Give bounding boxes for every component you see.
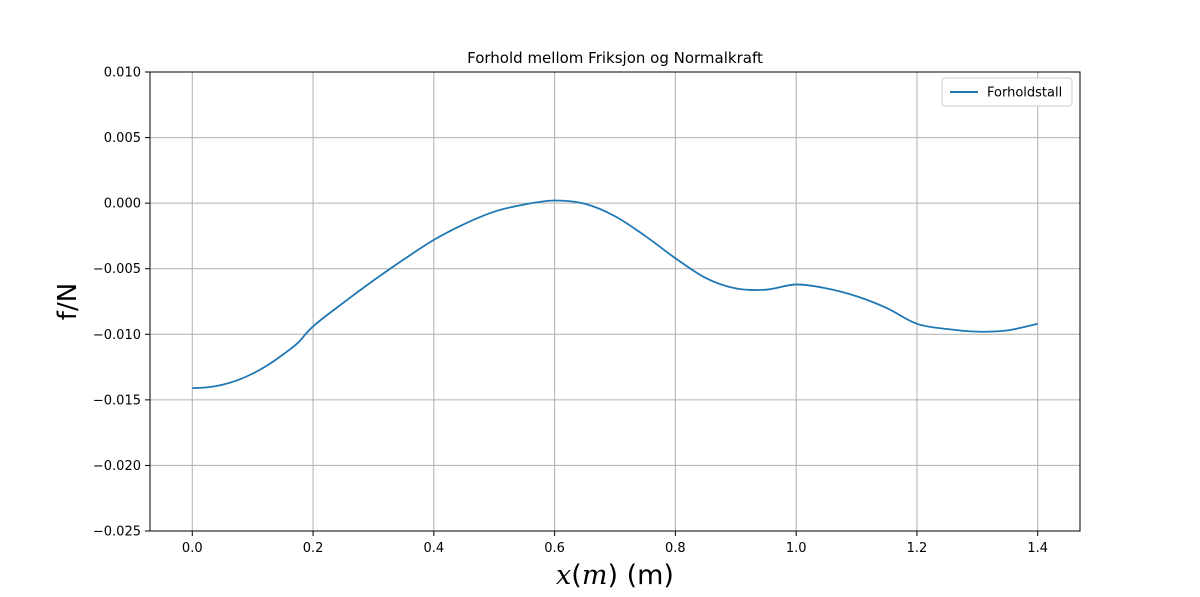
- y-axis-label: f/N: [53, 283, 83, 320]
- x-axis-label-unit: (m): [618, 560, 674, 591]
- x-tick-label: 1.4: [1027, 541, 1048, 556]
- x-axis-label-close-paren: ): [607, 560, 618, 591]
- y-tick-label: 0.005: [104, 131, 141, 146]
- x-tick-label: 1.0: [786, 541, 807, 556]
- chart-title: Forhold mellom Friksjon og Normalkraft: [467, 49, 763, 67]
- plot-frame: [149, 71, 1081, 532]
- legend-box: [941, 77, 1073, 107]
- y-tick-label: −0.005: [93, 262, 141, 277]
- x-tick-label: 0.8: [665, 541, 686, 556]
- y-tick-label: 0.010: [104, 66, 141, 81]
- x-axis-label-open-paren: (: [571, 560, 582, 591]
- x-axis-label-var-m: m: [582, 560, 608, 591]
- y-tick-label: −0.015: [93, 393, 141, 408]
- x-tick-label: 0.6: [544, 541, 565, 556]
- x-axis-label: x(m) (m): [556, 560, 674, 591]
- x-axis-label-var-x: x: [556, 560, 571, 591]
- legend-label: Forholdstall: [987, 86, 1062, 101]
- y-tick-label: −0.025: [93, 525, 141, 540]
- ticks: 0.0 0.2 0.4 0.6 0.8 1.0 1.2 1.4 −0.025 −0.020 −0.0…: [93, 66, 1048, 557]
- x-tick-label: 1.2: [907, 541, 928, 556]
- y-tick-label: −0.020: [93, 459, 141, 474]
- x-tick-label: 0.0: [182, 541, 203, 556]
- y-tick-label: 0.000: [104, 197, 141, 212]
- y-tick-label: −0.010: [93, 328, 141, 343]
- series-line-0: [192, 199, 1038, 389]
- legend: Forholdstall: [941, 77, 1073, 107]
- series-layer: [192, 199, 1038, 389]
- x-tick-label: 0.4: [423, 541, 444, 556]
- x-tick-label: 0.2: [303, 541, 324, 556]
